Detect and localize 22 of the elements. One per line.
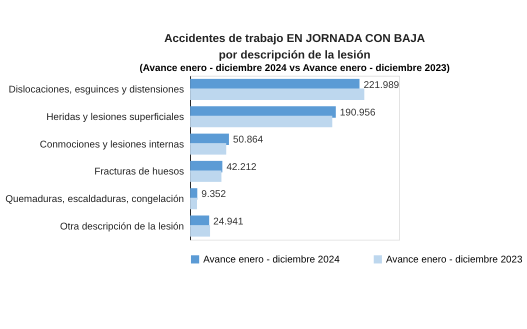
data-label: 50.864 [233, 134, 264, 146]
data-label: 24.941 [213, 216, 244, 228]
legend-label: Avance enero - diciembre 2024 [203, 254, 340, 266]
y-tick-label: Heridas y lesiones superficiales [46, 112, 184, 124]
y-tick-label: Quemaduras, escaldaduras, congelación [5, 194, 184, 206]
data-label: 221.989 [364, 80, 400, 91]
chart-subtitle: (Avance enero - diciembre 2024 vs Avance enero - diciembre 2023) [140, 62, 450, 74]
bar [190, 143, 226, 155]
bar [190, 116, 332, 128]
y-tick-label: Otra descripción de la lesión [60, 221, 184, 232]
legend-label: Avance enero - diciembre 2023 [386, 254, 523, 266]
bar [190, 88, 364, 100]
data-label: 190.956 [340, 107, 376, 118]
y-tick-label: Conmociones y lesiones internas [40, 139, 184, 150]
bar [190, 170, 222, 182]
y-tick-label: Dislocaciones, esguinces y distensiones [8, 84, 184, 96]
bar [190, 198, 198, 210]
y-tick-label: Fracturas de huesos [94, 166, 184, 178]
chart-title: Accidentes de trabajo EN JORNADA CON BAJA por descripción de la lesión [164, 33, 426, 62]
data-label: 42.212 [226, 162, 257, 173]
bar [190, 225, 210, 237]
data-label: 9.352 [201, 189, 226, 200]
